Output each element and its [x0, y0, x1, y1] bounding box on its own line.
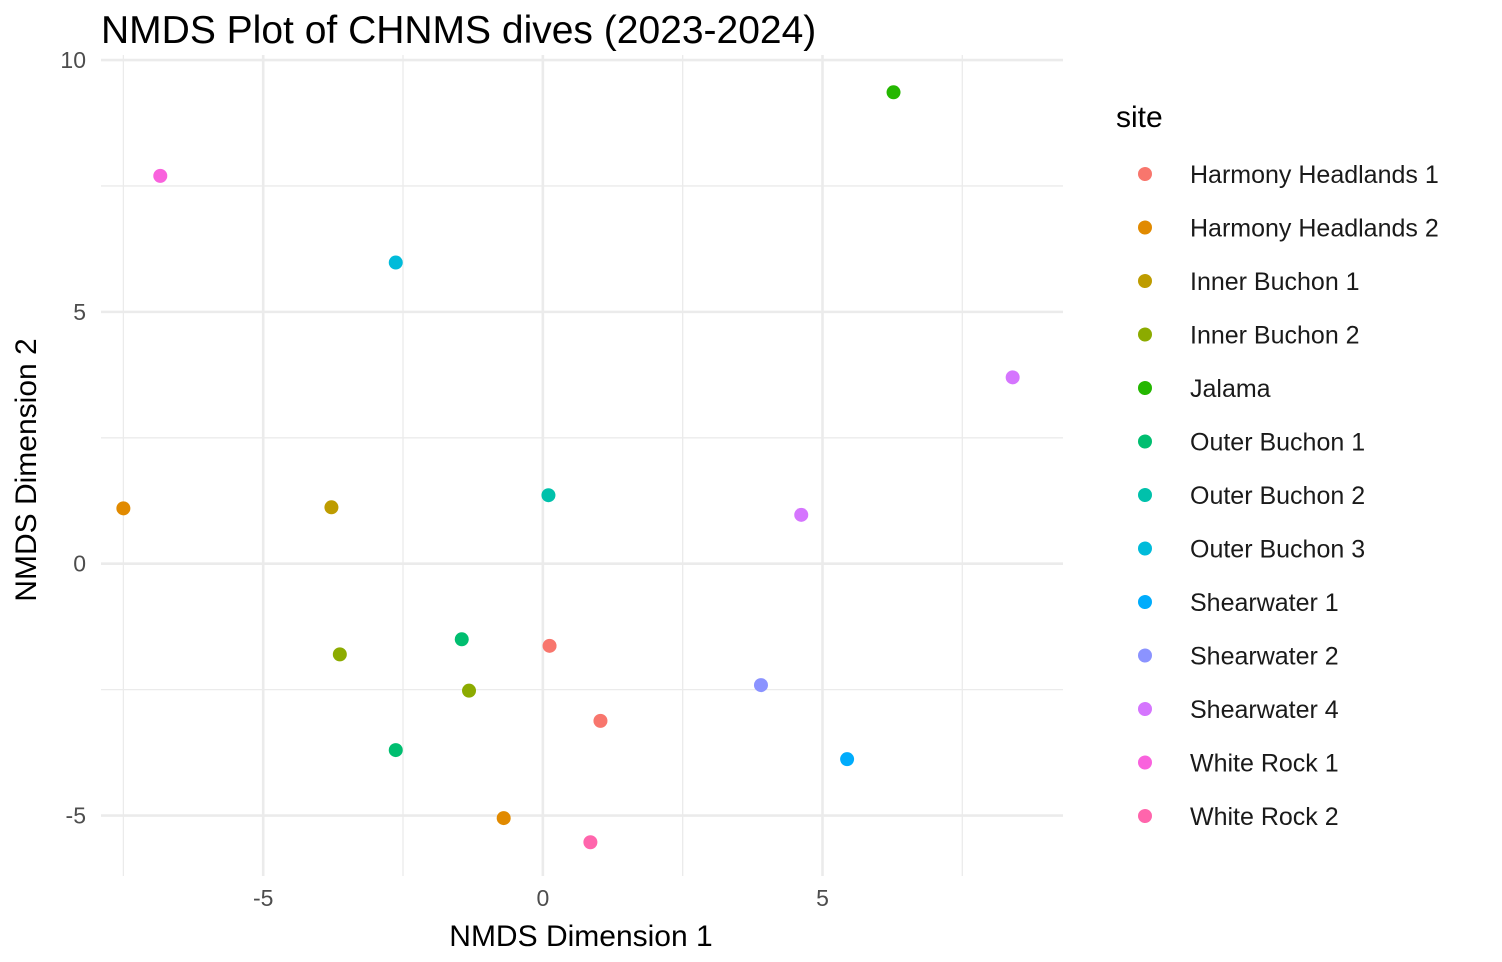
- legend-label: Shearwater 4: [1190, 696, 1339, 724]
- data-point: [543, 639, 557, 653]
- legend-key: [1138, 274, 1152, 288]
- legend-key: [1138, 488, 1152, 502]
- legend-key: [1138, 702, 1152, 716]
- data-point: [794, 508, 808, 522]
- data-point: [497, 811, 511, 825]
- data-point: [1006, 370, 1020, 384]
- chart-title: NMDS Plot of CHNMS dives (2023-2024): [101, 9, 816, 52]
- x-axis-ticks: -5 0 5: [253, 885, 829, 911]
- data-point: [754, 678, 768, 692]
- y-axis-ticks: -5 0 5 10: [60, 47, 86, 829]
- legend-label: Jalama: [1190, 375, 1271, 403]
- x-tick-label: -5: [253, 885, 273, 911]
- data-point: [541, 488, 555, 502]
- data-point: [840, 752, 854, 766]
- legend-key: [1138, 649, 1152, 663]
- data-point: [389, 743, 403, 757]
- legend-key: [1138, 167, 1152, 181]
- legend-key: [1138, 756, 1152, 770]
- data-point: [116, 501, 130, 515]
- y-tick-label: 5: [73, 299, 86, 325]
- legend-label: Inner Buchon 1: [1190, 268, 1360, 296]
- legend-key: [1138, 542, 1152, 556]
- legend-key: [1138, 809, 1152, 823]
- grid-lines: [101, 55, 1063, 876]
- legend-title: site: [1116, 101, 1163, 134]
- legend-label: Outer Buchon 3: [1190, 536, 1365, 564]
- x-tick-label: 0: [536, 885, 549, 911]
- y-tick-label: -5: [66, 803, 86, 829]
- legend-key: [1138, 435, 1152, 449]
- data-point: [593, 714, 607, 728]
- data-point: [462, 684, 476, 698]
- data-point: [455, 632, 469, 646]
- legend-label: Inner Buchon 2: [1190, 322, 1360, 350]
- y-tick-label: 10: [60, 47, 86, 73]
- data-points: [116, 85, 1019, 849]
- legend-label: Shearwater 2: [1190, 643, 1339, 671]
- legend-key: [1138, 221, 1152, 235]
- legend-label: White Rock 1: [1190, 750, 1339, 778]
- data-point: [583, 835, 597, 849]
- x-tick-label: 5: [816, 885, 829, 911]
- legend-label: Shearwater 1: [1190, 589, 1339, 617]
- data-point: [333, 647, 347, 661]
- y-axis-title: NMDS Dimension 2: [10, 338, 43, 601]
- data-point: [887, 85, 901, 99]
- legend-label: Outer Buchon 2: [1190, 482, 1365, 510]
- legend-key: [1138, 328, 1152, 342]
- y-tick-label: 0: [73, 551, 86, 577]
- legend-label: White Rock 2: [1190, 803, 1339, 831]
- data-point: [153, 169, 167, 183]
- legend-label: Harmony Headlands 2: [1190, 215, 1439, 243]
- legend-key: [1138, 381, 1152, 395]
- legend-items: Harmony Headlands 1 Harmony Headlands 2 In…: [1138, 161, 1439, 831]
- data-point: [389, 256, 403, 270]
- legend-key: [1138, 595, 1152, 609]
- data-point: [324, 500, 338, 514]
- x-axis-title: NMDS Dimension 1: [449, 920, 712, 953]
- legend-label: Harmony Headlands 1: [1190, 161, 1439, 189]
- legend-label: Outer Buchon 1: [1190, 429, 1365, 457]
